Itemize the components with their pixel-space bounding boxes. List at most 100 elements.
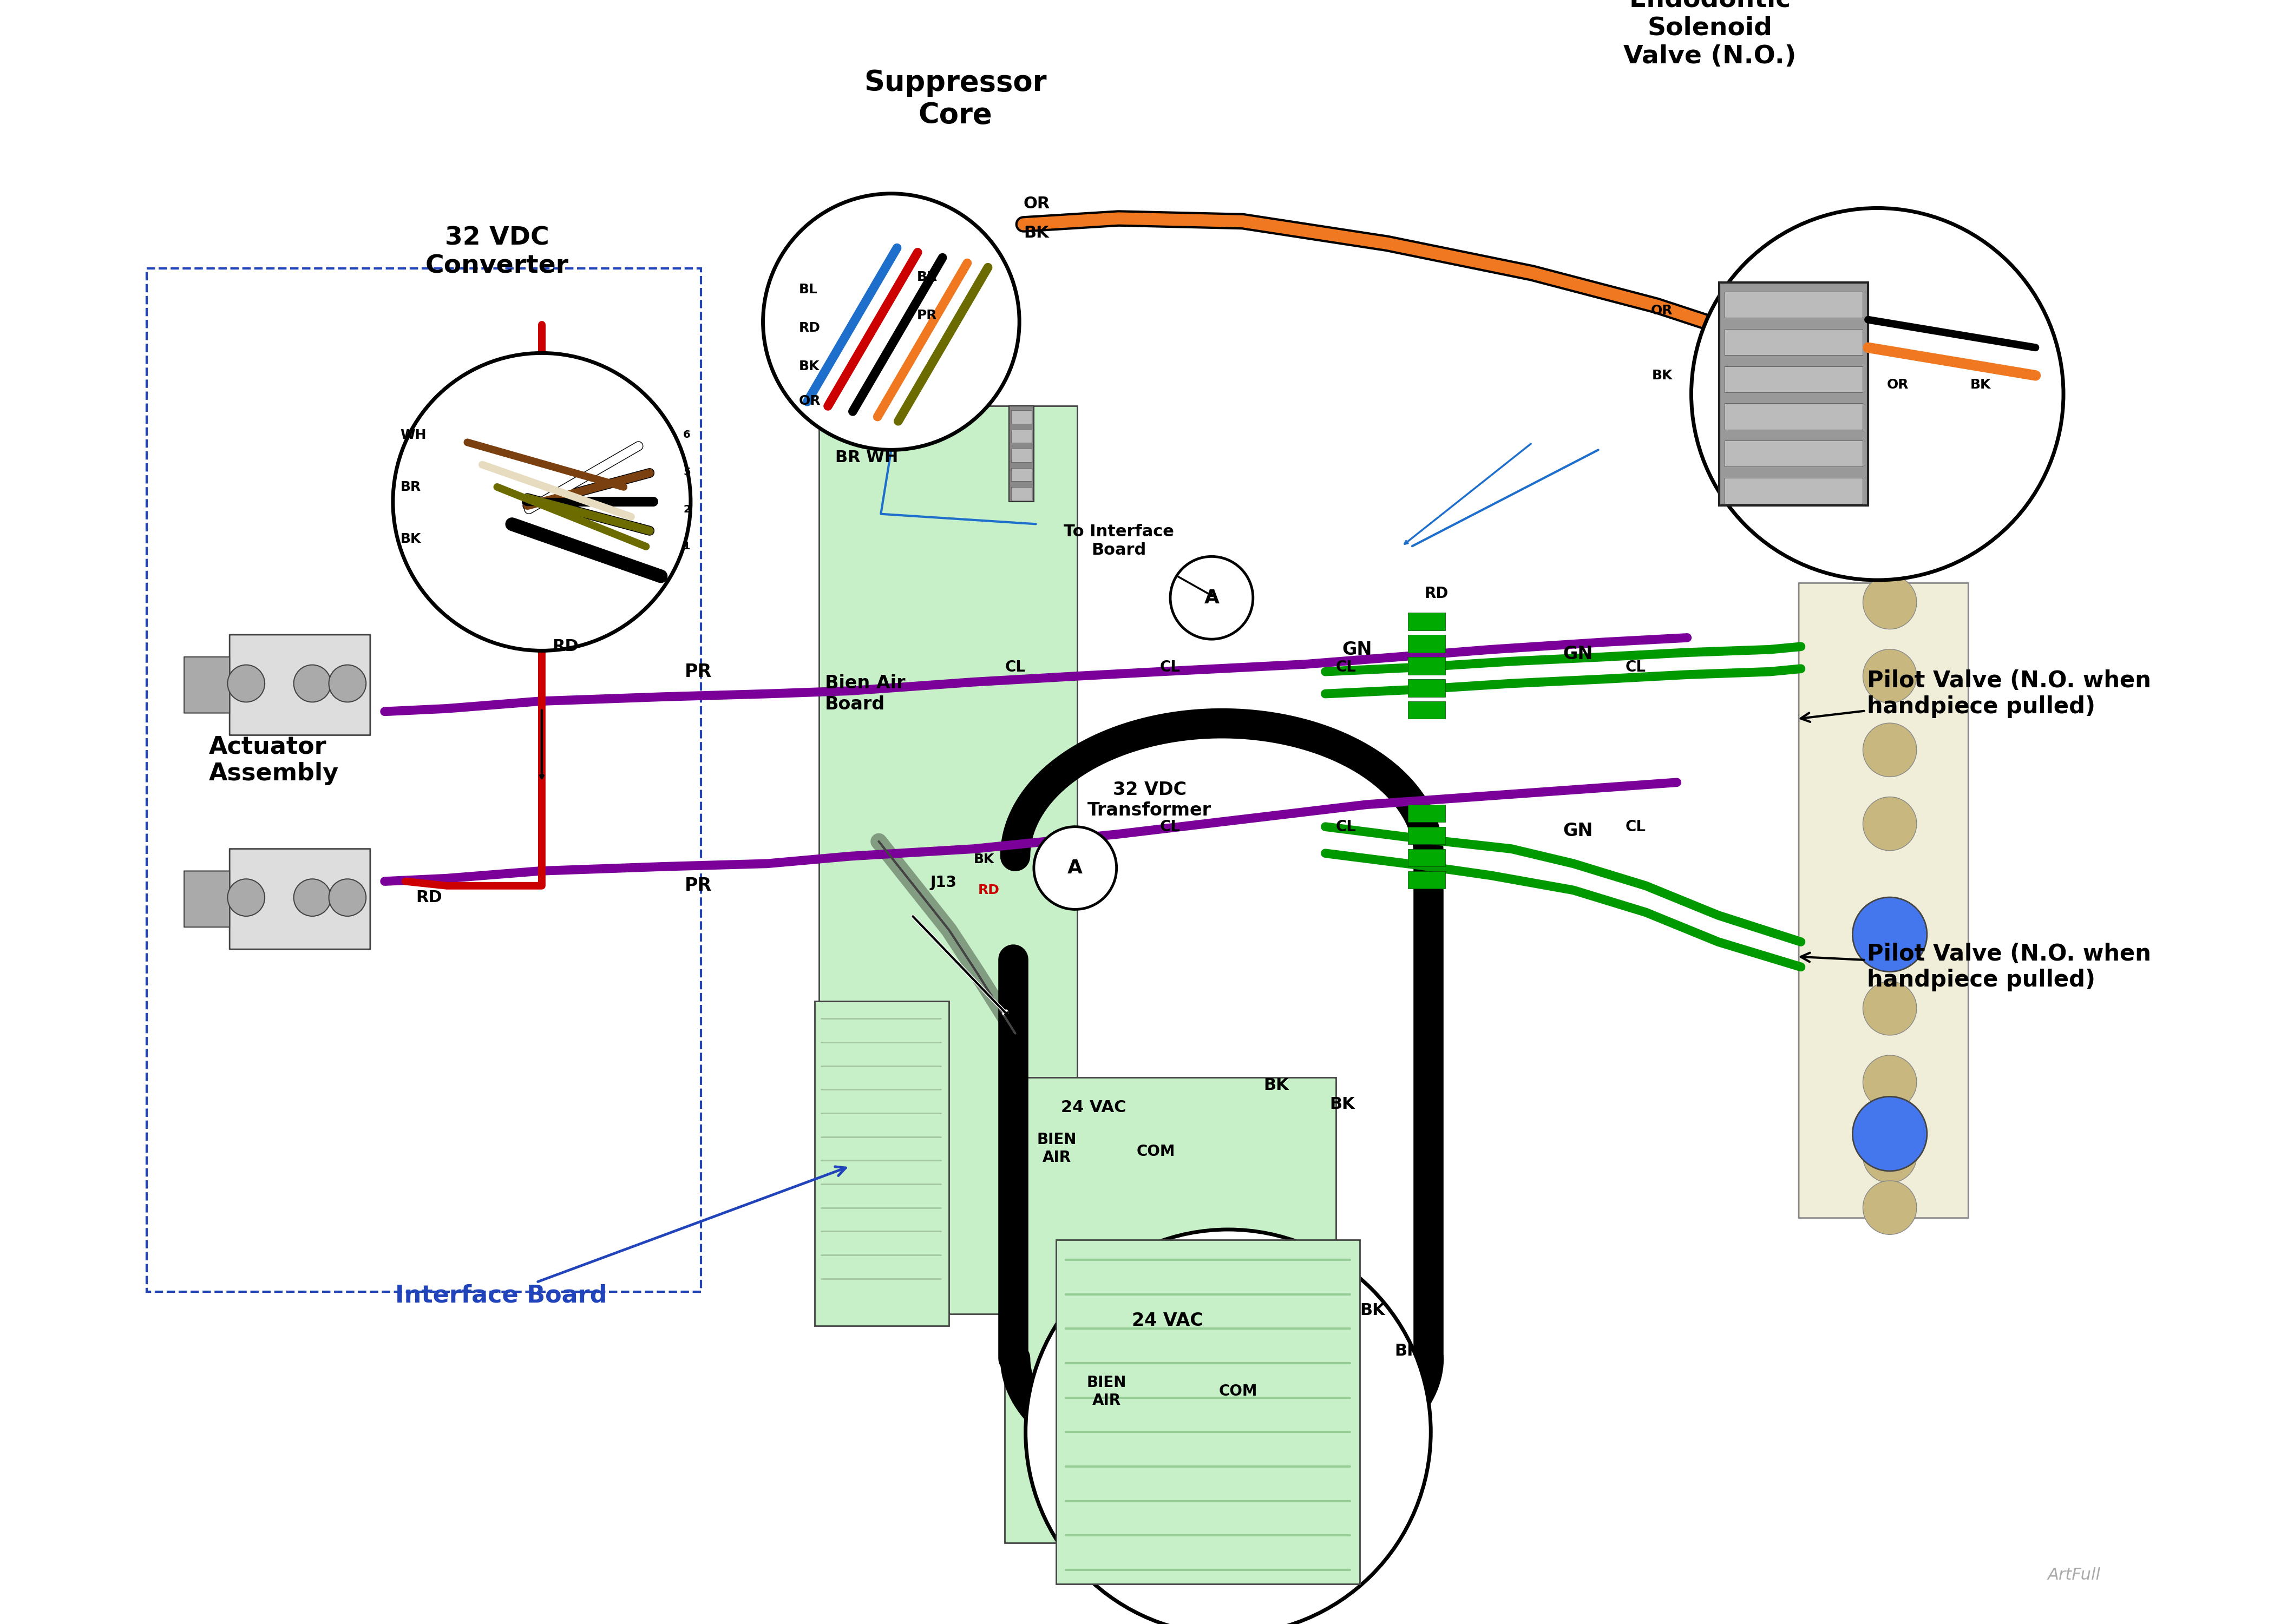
Text: OR: OR [1887,378,1908,391]
Circle shape [293,879,332,916]
Text: BIEN
AIR: BIEN AIR [1037,1132,1076,1164]
Text: GN: GN [1562,645,1594,663]
Text: 6: 6 [682,430,691,440]
Text: 2: 2 [682,503,691,515]
Circle shape [764,193,1019,450]
Circle shape [1862,797,1917,851]
Circle shape [1171,557,1253,640]
FancyBboxPatch shape [1408,804,1446,822]
FancyBboxPatch shape [1005,1078,1335,1543]
Text: Suppressor
Core: Suppressor Core [864,68,1046,130]
Circle shape [393,352,691,651]
FancyBboxPatch shape [1408,827,1446,844]
Circle shape [1862,575,1917,628]
Circle shape [1853,1096,1926,1171]
Text: A: A [1203,588,1219,607]
FancyBboxPatch shape [1408,870,1446,888]
Circle shape [227,879,264,916]
Circle shape [1862,1056,1917,1109]
Text: OR: OR [1651,304,1674,317]
FancyBboxPatch shape [184,870,230,927]
Text: 1: 1 [682,541,691,552]
Text: COM: COM [1137,1143,1176,1160]
Text: BR: BR [916,270,937,283]
Text: J13: J13 [930,875,957,890]
Text: BIEN
AIR: BIEN AIR [1087,1376,1126,1408]
Circle shape [227,664,264,702]
FancyBboxPatch shape [1724,440,1862,466]
Text: 32 VDC
Transformer: 32 VDC Transformer [1087,781,1212,820]
Text: WH: WH [400,429,428,442]
Text: BR: BR [400,481,421,494]
FancyBboxPatch shape [1408,656,1446,674]
FancyBboxPatch shape [1724,477,1862,503]
Text: Pilot Valve (N.O. when
handpiece pulled): Pilot Valve (N.O. when handpiece pulled) [1801,669,2151,721]
Circle shape [1862,981,1917,1034]
Text: A: A [1067,859,1082,877]
FancyBboxPatch shape [1724,365,1862,393]
FancyBboxPatch shape [1799,583,1969,1218]
Text: GN: GN [1342,640,1371,658]
Text: Actuator
Assembly: Actuator Assembly [209,736,339,786]
Text: BL: BL [798,283,819,296]
Text: Interface Board: Interface Board [396,1166,846,1307]
Text: CL: CL [1335,818,1355,835]
FancyBboxPatch shape [814,1000,948,1325]
FancyBboxPatch shape [1724,330,1862,356]
Circle shape [1026,1229,1430,1624]
Text: BK: BK [1394,1343,1419,1359]
FancyBboxPatch shape [1408,679,1446,697]
Text: PR: PR [684,877,712,895]
Text: CL: CL [1005,659,1026,676]
Circle shape [1862,1129,1917,1182]
Circle shape [293,664,332,702]
Circle shape [1035,827,1117,909]
Text: CL: CL [1005,818,1026,835]
Text: BK: BK [1264,1077,1289,1093]
Text: CL: CL [1160,659,1180,676]
FancyBboxPatch shape [1719,283,1867,505]
FancyBboxPatch shape [1012,448,1032,461]
FancyBboxPatch shape [1408,612,1446,630]
Circle shape [1853,898,1926,971]
Circle shape [1862,1181,1917,1234]
Text: RD: RD [1424,586,1449,601]
Text: CL: CL [1335,659,1355,676]
Text: BK: BK [1023,226,1048,240]
Text: BK: BK [1969,378,1992,391]
Text: BK: BK [1330,1096,1355,1112]
FancyBboxPatch shape [1012,429,1032,443]
Text: RD: RD [553,638,578,654]
Text: ArtFull: ArtFull [2047,1567,2101,1583]
FancyBboxPatch shape [1012,468,1032,481]
Text: BK: BK [1360,1302,1385,1319]
Circle shape [1692,208,2063,580]
Text: PR: PR [916,309,937,322]
Text: RD: RD [798,322,821,335]
Text: CL: CL [1160,818,1180,835]
Text: COM: COM [1219,1384,1258,1400]
FancyBboxPatch shape [819,406,1078,1314]
Text: RD: RD [978,883,1001,896]
Text: RD: RD [416,890,441,906]
FancyBboxPatch shape [1408,635,1446,653]
FancyBboxPatch shape [1012,411,1032,424]
Text: PR: PR [684,663,712,680]
Text: Endodontic
Solenoid
Valve (N.O.): Endodontic Solenoid Valve (N.O.) [1624,0,1796,68]
Text: Pilot Valve (N.O. when
handpiece pulled): Pilot Valve (N.O. when handpiece pulled) [1801,942,2151,992]
FancyBboxPatch shape [1408,849,1446,867]
FancyBboxPatch shape [1055,1239,1360,1583]
Circle shape [1862,723,1917,776]
FancyBboxPatch shape [1724,403,1862,429]
Text: 24 VAC: 24 VAC [1132,1312,1203,1330]
Circle shape [1862,650,1917,703]
Text: OR: OR [1023,197,1051,211]
FancyBboxPatch shape [1012,487,1032,500]
FancyBboxPatch shape [184,656,230,713]
FancyBboxPatch shape [1724,292,1862,318]
Text: 5: 5 [682,468,691,477]
Text: CL: CL [1626,659,1646,676]
Circle shape [330,664,366,702]
Text: Bien Air
Board: Bien Air Board [825,674,905,713]
FancyBboxPatch shape [230,635,371,736]
